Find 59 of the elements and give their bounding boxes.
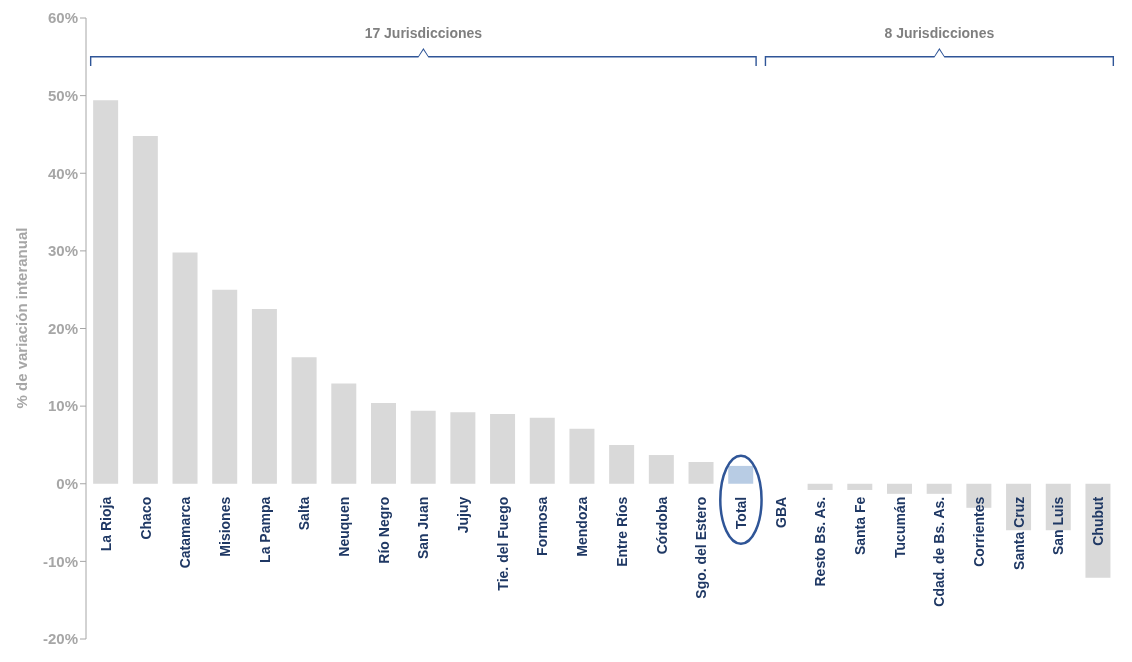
bar	[490, 413, 516, 484]
bar	[807, 483, 833, 490]
y-tick-label: 20%	[47, 319, 78, 337]
bar	[609, 444, 635, 484]
x-tick-label: Mendoza	[574, 496, 591, 557]
bar	[648, 455, 674, 484]
x-tick-label: Misiones	[216, 496, 233, 557]
bar	[569, 428, 595, 484]
y-tick-label: 60%	[47, 9, 78, 27]
x-tick-label: Tucumán	[891, 496, 908, 558]
annotation: 17 Jurisdicciones	[364, 25, 483, 41]
x-tick-label: Catamarca	[177, 496, 194, 569]
x-tick-label: Santa Cruz	[1010, 496, 1027, 570]
y-tick-label: 40%	[47, 164, 78, 182]
bar	[728, 465, 754, 484]
annotation: 8 Jurisdicciones	[884, 25, 995, 41]
x-tick-label: Santa Fe	[852, 496, 868, 556]
bar	[529, 417, 555, 484]
bar	[93, 100, 119, 484]
x-tick-label: Jujuy	[455, 496, 472, 534]
x-tick-label: Entre Ríos	[613, 496, 630, 567]
x-tick-label: Córdoba	[653, 496, 670, 555]
x-tick-label: Cdad. de Bs. As.	[931, 496, 948, 607]
bar	[410, 410, 436, 484]
x-tick-label: La Pampa	[256, 496, 273, 563]
bar	[172, 252, 198, 484]
y-axis-title: % de variación interanual	[13, 227, 31, 409]
bar	[926, 483, 952, 494]
x-tick-label: Tie. del Fuego	[494, 496, 511, 591]
y-tick-label: 30%	[47, 242, 78, 260]
x-tick-label: Sgo. del Estero	[693, 496, 710, 599]
x-tick-label: Neuquen	[336, 496, 352, 557]
bar	[251, 309, 277, 484]
y-tick-label: -20%	[42, 630, 78, 648]
x-tick-label: La Rioja	[97, 496, 114, 552]
x-tick-label: Chaco	[137, 496, 154, 540]
y-tick-label: 0%	[56, 475, 78, 493]
bar	[847, 483, 873, 490]
x-tick-label: GBA	[772, 496, 789, 528]
bar	[688, 462, 714, 484]
bar	[291, 357, 317, 484]
y-tick-label: 50%	[47, 86, 78, 104]
bar	[132, 135, 158, 484]
x-tick-label: Formosa	[534, 496, 551, 556]
bar	[450, 412, 476, 484]
x-tick-label: Salta	[296, 496, 313, 531]
x-tick-label: Chubut	[1090, 496, 1107, 546]
x-tick-label: San Luis	[1050, 496, 1067, 556]
x-tick-label: San Juan	[415, 496, 432, 559]
x-tick-label: Río Negro	[375, 496, 392, 564]
y-tick-label: -10%	[42, 552, 78, 570]
x-tick-label: Total	[732, 496, 749, 530]
bar	[212, 289, 238, 484]
y-tick-label: 10%	[47, 397, 78, 415]
bar	[886, 483, 912, 494]
bar	[331, 383, 357, 484]
bar	[370, 403, 396, 484]
x-tick-label: Resto Bs. As.	[812, 496, 829, 587]
x-tick-label: Corrientes	[971, 496, 988, 567]
